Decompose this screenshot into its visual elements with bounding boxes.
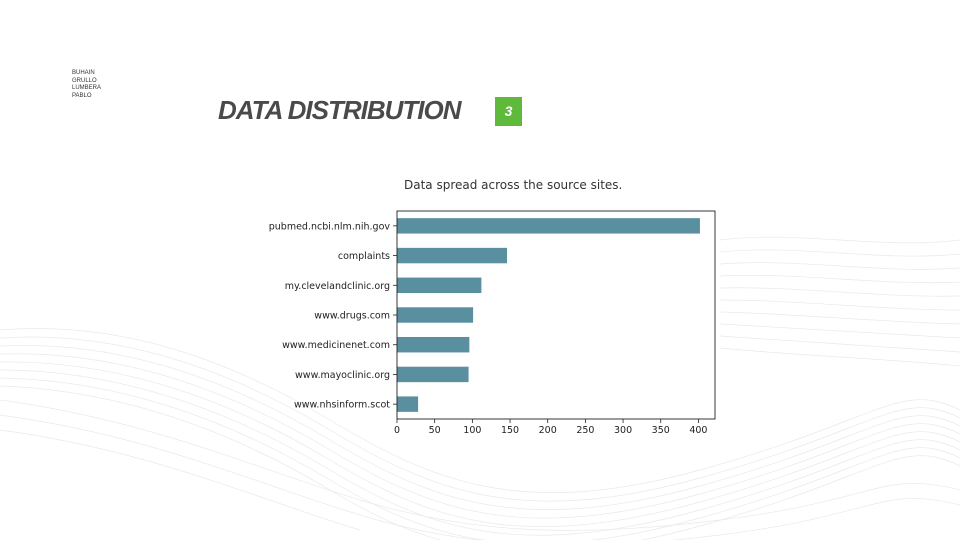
bar: [397, 396, 419, 412]
bar: [397, 218, 700, 234]
y-tick-label: www.nhsinform.scot: [294, 400, 390, 411]
bar: [397, 307, 474, 323]
x-tick-label: 150: [501, 425, 519, 436]
y-tick-label: pubmed.ncbi.nlm.nih.gov: [269, 221, 391, 232]
slide-title: DATA DISTRIBUTION: [218, 95, 461, 125]
x-tick-label: 400: [689, 425, 707, 436]
x-tick-label: 200: [539, 425, 557, 436]
y-tick-label: www.medicinenet.com: [282, 340, 390, 351]
x-tick-label: 0: [394, 425, 400, 436]
x-tick-label: 50: [429, 425, 441, 436]
x-tick-label: 350: [652, 425, 670, 436]
author-name: BUHAIN: [72, 70, 95, 76]
author-name: GRULLO: [72, 77, 97, 84]
y-tick-label: my.clevelandclinic.org: [285, 281, 390, 292]
y-tick-label: complaints: [338, 251, 390, 262]
x-tick-label: 100: [463, 425, 481, 436]
x-tick-label: 300: [614, 425, 632, 436]
author-name: PABLO: [72, 92, 92, 99]
bar: [397, 247, 508, 264]
bar: [397, 366, 469, 383]
y-tick-label: www.mayoclinic.org: [295, 370, 390, 381]
author-list: BUHAIN GRULLO LUMBERA PABLO: [72, 70, 101, 100]
author-name: LUMBERA: [72, 85, 102, 91]
y-tick-label: www.drugs.com: [314, 311, 390, 322]
plot-frame: [396, 210, 716, 420]
bar: [397, 277, 482, 294]
bar: [397, 336, 470, 353]
x-tick-label: 250: [576, 425, 594, 436]
page-number-badge: 3: [495, 97, 522, 126]
chart-caption: Data spread across the source sites.: [404, 178, 623, 192]
